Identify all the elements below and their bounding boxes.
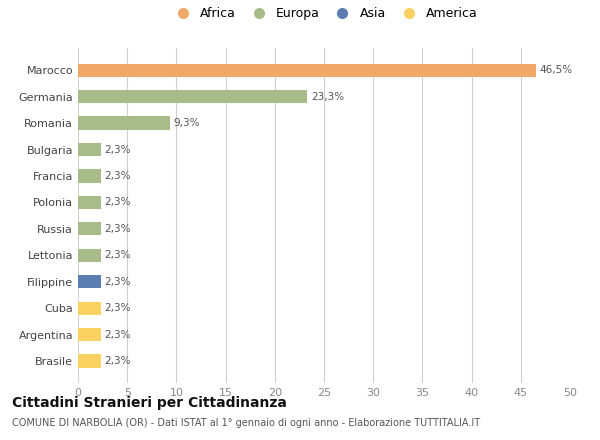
Text: 2,3%: 2,3% (104, 277, 131, 287)
Bar (78, 275, 101, 288)
Bar (78, 222, 101, 235)
Legend: Africa, Europa, Asia, America: Africa, Europa, Asia, America (167, 4, 481, 22)
Bar (78, 301, 101, 315)
Bar (78, 117, 170, 130)
Text: 9,3%: 9,3% (173, 118, 200, 128)
Bar (78, 64, 536, 77)
Bar (78, 143, 101, 156)
Text: 2,3%: 2,3% (104, 198, 131, 207)
Text: 23,3%: 23,3% (311, 92, 344, 102)
Bar (78, 196, 101, 209)
Bar (78, 169, 101, 183)
Text: 2,3%: 2,3% (104, 250, 131, 260)
Text: COMUNE DI NARBOLIA (OR) - Dati ISTAT al 1° gennaio di ogni anno - Elaborazione T: COMUNE DI NARBOLIA (OR) - Dati ISTAT al … (12, 418, 480, 428)
Text: 2,3%: 2,3% (104, 303, 131, 313)
Text: 46,5%: 46,5% (539, 65, 572, 75)
Bar (78, 90, 307, 103)
Text: Cittadini Stranieri per Cittadinanza: Cittadini Stranieri per Cittadinanza (12, 396, 287, 410)
Text: 2,3%: 2,3% (104, 144, 131, 154)
Text: 2,3%: 2,3% (104, 224, 131, 234)
Text: 2,3%: 2,3% (104, 356, 131, 366)
Bar (78, 328, 101, 341)
Text: 2,3%: 2,3% (104, 171, 131, 181)
Bar (78, 249, 101, 262)
Text: 2,3%: 2,3% (104, 330, 131, 340)
Bar (78, 354, 101, 367)
